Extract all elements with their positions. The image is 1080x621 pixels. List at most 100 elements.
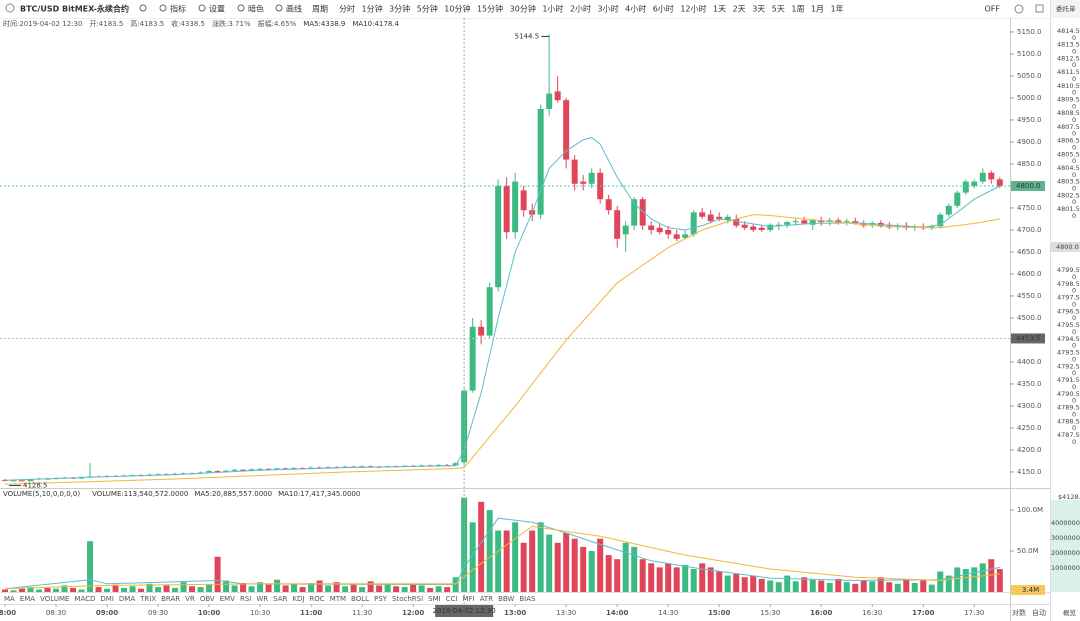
fullscreen-icon[interactable] [1035,4,1044,13]
indicator-tab[interactable]: ATR [480,595,494,603]
indicator-tab[interactable]: BBW [498,595,514,603]
x-tick-label: 13:30 [556,609,576,617]
volume-bar [758,578,765,592]
volume-bar [70,587,77,592]
volume-bar [614,559,621,592]
x-tick-label: 15:30 [760,609,780,617]
indicator-tab[interactable]: OBV [200,595,215,603]
period-option[interactable]: 3天 [752,5,765,14]
period-option[interactable]: 分时 [339,4,355,14]
camera-icon[interactable] [1014,4,1024,14]
indicator-tab[interactable]: PSY [374,595,388,603]
period-option[interactable]: 12小时 [680,4,706,14]
period-label[interactable]: 周期 [312,5,328,14]
volume-bar [537,522,544,592]
candle-body [588,172,595,184]
period-option[interactable]: 1小时 [542,4,563,14]
toggle[interactable]: OFF [985,5,1001,14]
volume-bar [792,581,799,592]
toolbar-button[interactable]: 画线 [286,4,302,14]
volume-bar [571,538,578,592]
candle-body [206,471,213,473]
volume-bar [835,578,842,592]
toolbar-button[interactable]: 指标 [170,4,186,14]
period-option[interactable]: 2小时 [570,4,591,14]
period-option[interactable]: 5天 [772,5,785,14]
toolbar-button[interactable]: 暗色 [248,4,264,14]
ask-size: 0 [1072,116,1076,124]
indicator-tab[interactable]: BOLL [351,595,369,603]
indicator-tab[interactable]: KDJ [292,595,304,603]
indicator-tab[interactable]: BRAR [161,595,180,603]
y-tick-label: 50.0M [1017,547,1039,555]
period-option[interactable]: 1分钟 [362,4,383,14]
max-label: 5144.5 [515,32,540,40]
indicator-tab[interactable]: MTM [330,595,346,603]
indicator-tab[interactable]: VOLUME [40,595,69,603]
x-tick-label: 08:00 [0,609,16,617]
indicator-tab[interactable]: DMI [100,595,114,603]
ma-line [4,517,1000,590]
candle-body [503,185,510,233]
bid-size: 0 [1072,410,1076,418]
symbol[interactable]: BTC/USD BitMEX-永续合约 [20,4,129,14]
toolbar-button[interactable]: 设置 [209,4,225,14]
y-tick-label: 5000.0 [1017,94,1042,102]
indicator-tab[interactable]: BIAS [519,595,536,603]
candle-body [512,181,519,233]
period-option[interactable]: 10分钟 [444,4,470,14]
indicator-tab[interactable]: MFI [463,595,475,603]
search-icon[interactable] [139,4,147,12]
indicator-tab[interactable]: WR [256,595,268,603]
ask-size: 0 [1072,102,1076,110]
indicator-tab[interactable]: CCI [446,595,458,603]
volume-bar [903,579,910,592]
volume-bar [359,587,366,592]
indicator-tab[interactable]: DMA [119,595,135,603]
x-tick-label: 10:00 [198,609,220,617]
ask-price: 4806.5 [1057,137,1080,145]
period-option[interactable]: 4小时 [625,4,646,14]
period-option[interactable]: 6小时 [653,4,674,14]
period-option[interactable]: 1年 [831,4,844,14]
volume-bar [172,587,179,592]
info-item: 振幅:4.65% [258,19,297,28]
volume-bar [61,585,68,592]
indicator-tab[interactable]: TRIX [139,595,156,603]
depth-label: 4000000 [1051,519,1080,527]
volume-bar [622,542,629,592]
candle-body [852,221,859,223]
period-option[interactable]: 5分钟 [417,4,438,14]
period-option[interactable]: 15分钟 [477,4,503,14]
period-option[interactable]: 30分钟 [510,4,536,14]
y-tick-label: 4500.0 [1017,314,1042,322]
candle-body [996,179,1003,186]
period-option[interactable]: 3分钟 [389,4,410,14]
indicator-tab[interactable]: RSI [240,595,251,603]
indicator-tab[interactable]: MACD [74,595,95,603]
volume-bar [937,571,944,592]
indicator-tab[interactable]: SMI [428,595,441,603]
axis-tab[interactable]: 对数 [1012,608,1026,617]
candle-body [257,468,264,470]
indicator-tab[interactable]: EMV [220,595,235,603]
axis-tab[interactable]: 自动 [1032,608,1046,617]
period-option[interactable]: 1月 [811,5,824,14]
period-option[interactable]: 1周 [791,5,804,14]
y-tick-label: 5100.0 [1017,50,1042,58]
volume-bar [877,577,884,592]
ask-size: 0 [1072,198,1076,206]
volume-bar [682,564,689,592]
star-icon[interactable] [5,3,15,13]
indicator-tab[interactable]: ROC [309,595,324,603]
indicator-tab[interactable]: StochRSI [392,595,423,603]
period-option[interactable]: 2天 [733,5,746,14]
indicator-tab[interactable]: SAR [273,595,287,603]
period-option[interactable]: 3小时 [598,4,619,14]
indicator-tab[interactable]: EMA [20,595,35,603]
period-option[interactable]: 1天 [713,5,726,14]
indicator-tab[interactable]: MA [4,595,15,603]
overview-tab[interactable]: 概览 [1063,608,1077,617]
depth-area [1051,500,1080,592]
indicator-tab[interactable]: VR [185,595,195,603]
